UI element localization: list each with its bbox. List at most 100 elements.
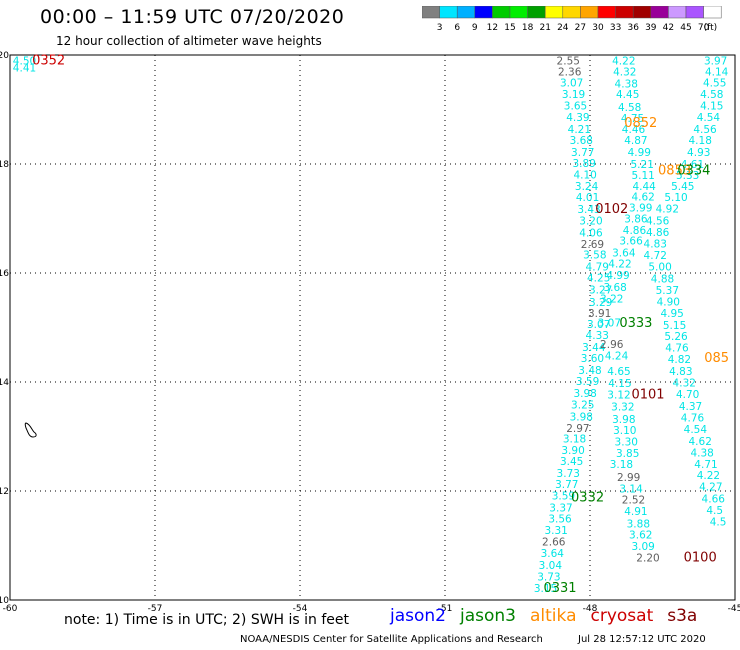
swh-value: 3.15 [534,583,557,595]
colorbar-label: 70 [698,23,710,32]
y-tick-label: 14 [0,378,9,388]
swh-value: 3.22 [600,294,623,306]
swh-value: 3.98 [612,414,635,426]
chart-subtitle: 12 hour collection of altimeter wave hei… [56,34,322,48]
chart-title: 00:00 – 11:59 UTC 07/20/2020 [40,6,345,28]
legend-s3a: s3a [667,606,698,626]
swh-value: 3.73 [537,572,560,584]
swh-value: 4.5 [710,517,727,529]
swh-value: 4.50 [13,55,36,67]
swh-value: 4.44 [632,181,656,193]
swh-value: 3.07 [560,77,583,89]
legend: jason2 jason3 altika cryosat s3a [390,606,711,626]
colorbar-label: 18 [522,23,534,32]
swh-value: 4.66 [702,494,726,506]
swh-value: 4.54 [697,112,721,124]
swh-value: 3.86 [624,214,648,226]
swh-value: 3.48 [578,365,601,377]
y-tick-label: 20 [0,51,9,61]
swh-value: 4.24 [605,350,629,362]
colorbar-label: 39 [645,23,657,32]
swh-value: 4.41 [13,63,36,75]
swh-value: 4.15 [700,101,723,113]
swh-value: 3.89 [573,158,596,170]
colorbar-label: 33 [610,23,621,32]
swh-value: 4.71 [694,459,717,471]
colorbar-label: 12 [487,23,498,32]
swh-value: 4.14 [705,66,729,78]
swh-value: 3.65 [564,101,587,113]
colorbar-label: 45 [680,23,691,32]
swh-value: 3.60 [581,353,604,365]
time-label: 0853 [658,164,691,179]
swh-value: 4.76 [681,412,705,424]
swh-value: 4.25 [587,272,610,284]
swh-value: 2.52 [622,495,645,507]
time-label: 0332 [571,491,604,506]
swh-value: 3.27 [589,284,612,296]
swh-value: 4.39 [566,112,589,124]
swh-value: 4.01 [576,192,599,204]
swh-value: 3.58 [583,249,606,261]
swh-value: 3.62 [629,530,652,542]
legend-cryosat: cryosat [590,606,654,626]
legend-jason2: jason2 [390,606,446,626]
time-label: 0102 [595,202,628,217]
y-tick-label: 10 [0,596,9,606]
swh-value: 2.96 [600,339,624,351]
colorbar-label: 6 [454,23,460,32]
x-tick-label: -51 [438,604,453,614]
swh-value: 4.54 [684,424,708,436]
swh-value: 4.56 [693,124,717,136]
colorbar-label: 36 [627,23,639,32]
swh-value: 5.45 [671,181,694,193]
swh-value: 3.14 [619,483,643,495]
x-tick-label: -48 [583,604,598,614]
swh-value: 3.59 [552,490,575,502]
swh-value: 3.85 [616,448,639,460]
colorbar-label: 30 [592,23,604,32]
swh-value: 3.64 [541,548,565,560]
swh-value: 4.32 [613,66,636,78]
colorbar-label: 15 [504,23,515,32]
swh-value: 3.45 [560,456,583,468]
swh-value: 4.99 [628,147,651,159]
swh-value: 4.33 [586,330,609,342]
swh-value: 5.21 [631,159,654,171]
swh-value: 3.19 [562,89,585,101]
swh-value: 4.45 [616,89,639,101]
legend-jason3: jason3 [460,606,516,626]
swh-value: 4.82 [668,354,691,366]
swh-value: 3.77 [571,147,594,159]
colorbar-label: 3 [437,23,443,32]
swh-value: 3.91 [588,308,611,320]
swh-value: 5.33 [676,170,699,182]
swh-value: 3.88 [627,519,650,531]
swh-value: 3.43 [577,204,600,216]
time-label: 0331 [543,581,576,596]
swh-value: 2.69 [581,239,604,251]
swh-value: 5.15 [663,320,686,332]
swh-value: 3.10 [613,425,636,437]
series-track-a: 4.504.41 [13,55,36,74]
swh-value: 4.22 [608,259,631,271]
colorbar-label: 21 [539,23,550,32]
swh-value: 4.61 [681,159,704,171]
series-track-b: 2.552.363.073.193.654.394.213.683.773.89… [534,55,612,595]
time-label: 0333 [619,316,652,331]
swh-value: 4.86 [623,225,647,237]
y-tick-label: 16 [0,269,9,279]
swh-value: 4.88 [651,273,674,285]
swh-value: 3.07 [598,318,621,330]
island-outline [24,422,37,438]
swh-value: 4.65 [607,366,630,378]
x-tick-label: -60 [3,604,18,614]
x-tick-label: -54 [293,604,308,614]
swh-value: 3.98 [570,411,593,423]
swh-value: 3.37 [549,502,572,514]
swh-value: 4.87 [624,135,647,147]
swh-value: 4.93 [687,147,710,159]
swh-value: 3.99 [629,203,652,215]
swh-value: 4.18 [689,135,712,147]
